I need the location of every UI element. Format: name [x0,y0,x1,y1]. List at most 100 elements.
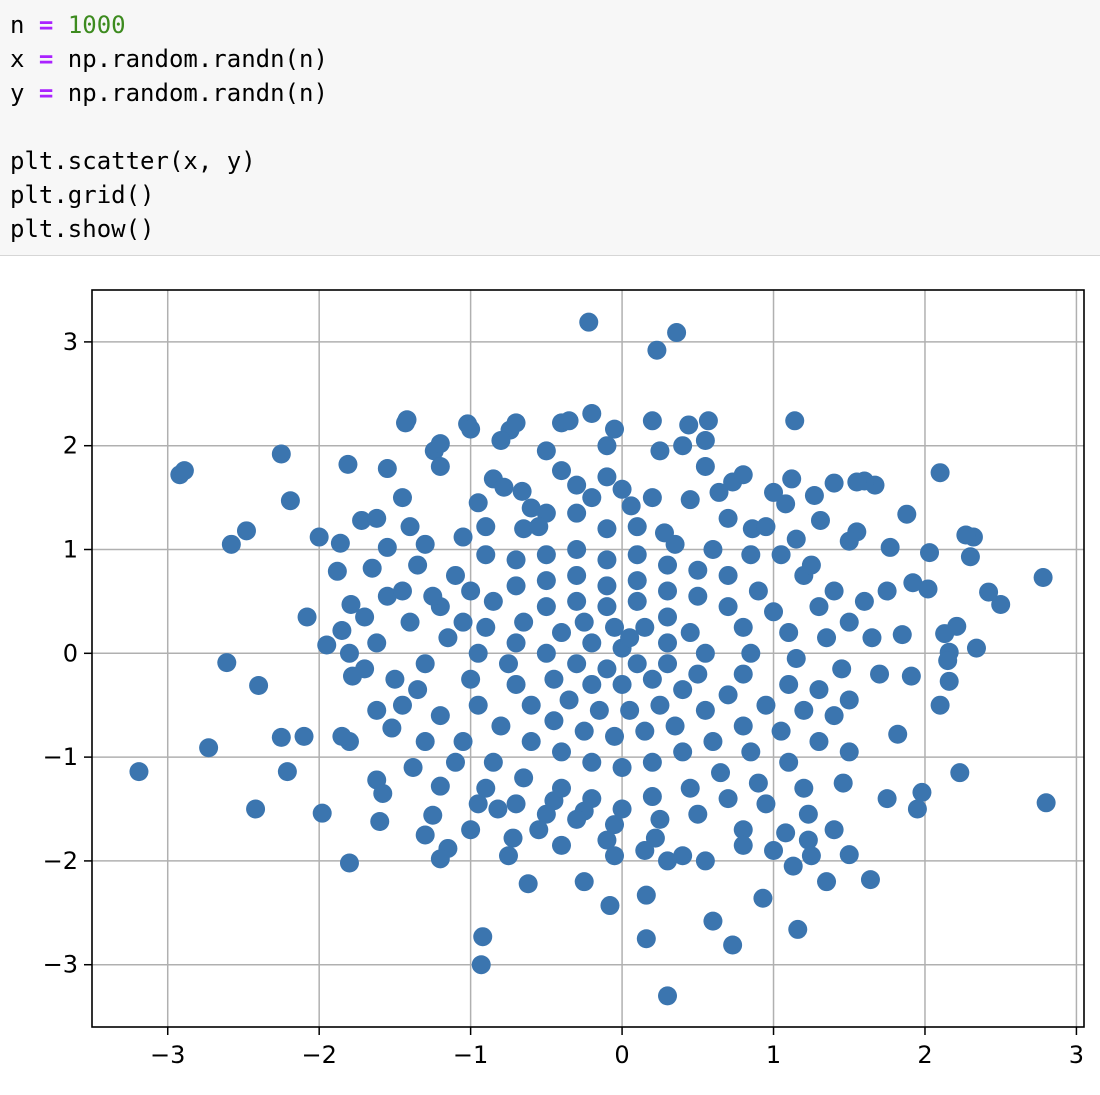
scatter-point [246,799,266,819]
y-tick-label: 3 [63,328,78,356]
scatter-point [771,545,791,565]
scatter-point [514,519,534,539]
scatter-point [612,674,632,694]
scatter-point [658,986,678,1006]
scatter-point [445,565,465,585]
code-token: np.random.randn(n) [53,45,328,73]
scatter-point [930,695,950,715]
scatter-point [824,706,844,726]
code-cell[interactable]: n = 1000 x = np.random.randn(n) y = np.r… [0,0,1100,256]
scatter-point [199,738,219,758]
scatter-point [461,820,481,840]
scatter-point [695,851,715,871]
scatter-point [658,581,678,601]
scatter-point [839,845,859,865]
scatter-point [642,488,662,508]
scatter-point [748,773,768,793]
scatter-point [718,685,738,705]
scatter-point [764,602,784,622]
scatter-point [423,586,443,606]
scatter-point [839,742,859,762]
scatter-point [809,680,829,700]
scatter-point [847,472,867,492]
scatter-point [918,579,938,599]
scatter-point [718,508,738,528]
scatter-point [551,778,571,798]
scatter-point [529,517,549,537]
scatter-point [551,742,571,762]
scatter-point [901,666,921,686]
scatter-point [332,726,352,746]
x-tick-label: 1 [766,1041,781,1069]
scatter-point [833,773,853,793]
scatter-point [597,436,617,456]
scatter-point [950,763,970,783]
scatter-point [352,510,372,530]
scatter-point [445,752,465,772]
y-tick-label: −3 [43,951,78,979]
scatter-point [506,576,526,596]
scatter-point [396,413,416,433]
scatter-point [236,521,256,541]
scatter-point [468,643,488,663]
scatter-point [367,633,387,653]
scatter-point [673,680,693,700]
scatter-point [385,669,405,689]
scatter-point [627,654,647,674]
scatter-point [597,830,617,850]
scatter-point [514,768,534,788]
scatter-point [582,488,602,508]
scatter-point [673,742,693,762]
scatter-point [468,493,488,513]
scatter-point [960,547,980,567]
scatter-point [733,820,753,840]
scatter-point [597,550,617,570]
y-tick-label: 1 [63,536,78,564]
scatter-point [776,823,796,843]
scatter-point [665,716,685,736]
code-token-operator: = [38,45,54,73]
scatter-point [733,465,753,485]
scatter-point [567,654,587,674]
code-token: n [10,11,39,39]
scatter-point [370,811,390,831]
scatter-point [249,675,269,695]
scatter-point [521,695,541,715]
code-token-operator: = [38,79,54,107]
scatter-point [373,783,393,803]
scatter-point [582,633,602,653]
scatter-point [597,576,617,596]
scatter-point [503,828,523,848]
scatter-point [536,545,556,565]
scatter-point [642,752,662,772]
scatter-point [297,607,317,627]
scatter-point [559,411,579,431]
scatter-point [854,591,874,611]
scatter-point [567,591,587,611]
scatter-point [804,486,824,506]
scatter-point [658,633,678,653]
scatter-point [277,762,297,782]
scatter-point [559,690,579,710]
scatter-point [536,441,556,461]
scatter-point [600,896,620,916]
code-line-6: plt.grid() [10,178,1100,212]
scatter-point [733,617,753,637]
scatter-point [688,664,708,684]
scatter-point [377,586,397,606]
scatter-point [703,540,723,560]
code-line-2: x = np.random.randn(n) [10,42,1100,76]
grid [92,290,1084,1027]
scatter-point [733,664,753,684]
scatter-point [332,620,352,640]
scatter-point [718,789,738,809]
scatter-point [979,582,999,602]
scatter-point [783,856,803,876]
scatter-point [635,721,655,741]
scatter-point [698,411,718,431]
scatter-point [1036,793,1056,813]
scatter-point [627,591,647,611]
code-token-operator: = [38,11,54,39]
scatter-point [650,695,670,715]
scatter-point [1033,568,1053,588]
